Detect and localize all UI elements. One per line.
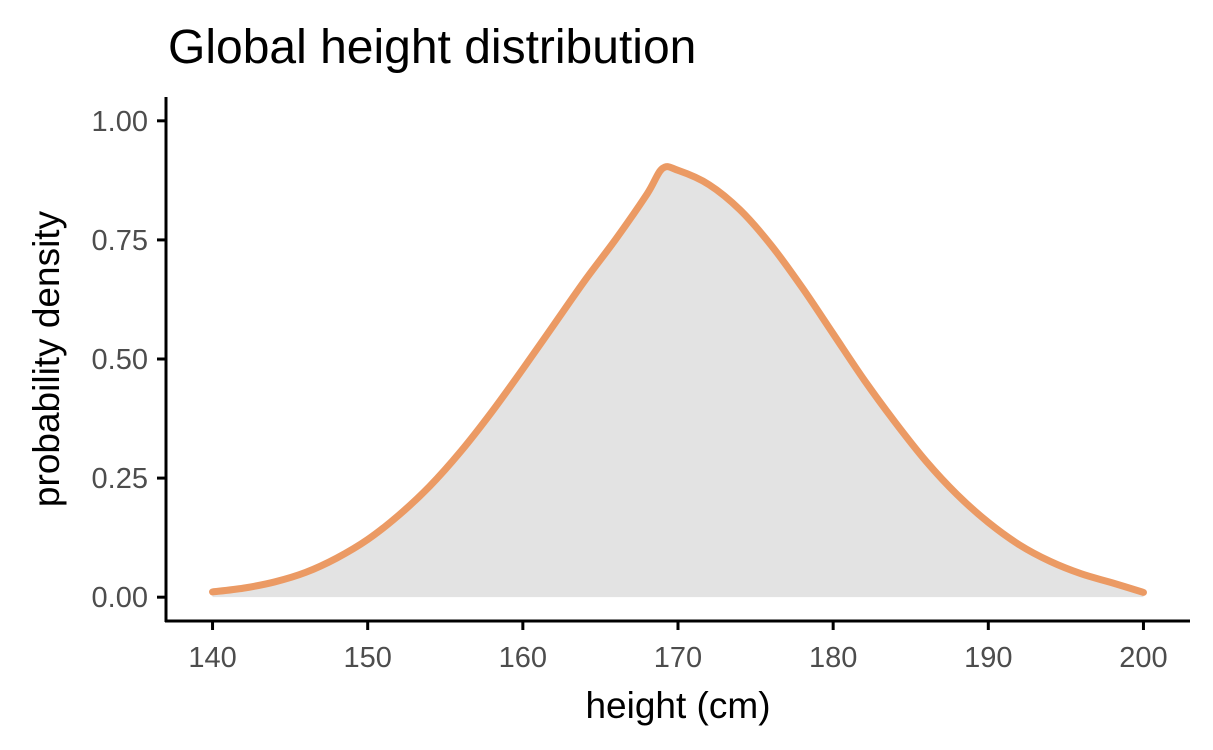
y-tick-label: 0.00 (92, 582, 148, 614)
x-tick-label: 150 (344, 642, 392, 674)
density-curve-line (209, 163, 1147, 596)
x-tick-label: 200 (1119, 642, 1167, 674)
x-axis: 140 150 160 170 180 190 200 (165, 619, 1190, 674)
y-tick-label: 0.50 (92, 344, 148, 376)
chart-title: Global height distribution (168, 21, 696, 74)
y-axis-title: probability density (26, 210, 67, 507)
x-tick-label: 170 (654, 642, 702, 674)
y-axis: 0.00 0.25 0.50 0.75 1.00 (92, 97, 168, 622)
x-axis-title: height (cm) (585, 685, 770, 726)
x-tick-label: 160 (499, 642, 547, 674)
density-area-fill (212, 166, 1144, 598)
y-tick-label: 0.75 (92, 225, 148, 257)
x-tick-label: 180 (809, 642, 857, 674)
x-tick-label: 140 (188, 642, 236, 674)
y-tick-label: 0.25 (92, 463, 148, 495)
plot-area (209, 163, 1147, 598)
x-tick-label: 190 (964, 642, 1012, 674)
y-tick-label: 1.00 (92, 106, 148, 138)
